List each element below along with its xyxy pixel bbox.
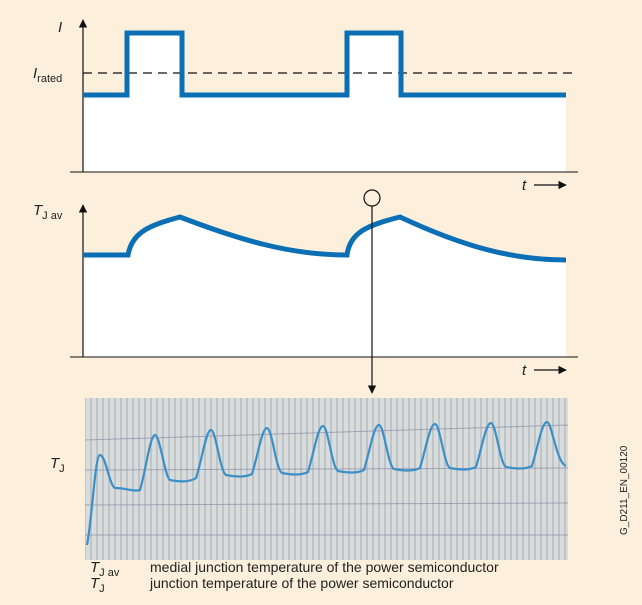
legend-symbol: TJ: [90, 575, 105, 595]
y-label: TJ: [50, 455, 65, 475]
legend-text: junction temperature of the power semico…: [149, 575, 454, 591]
legend-symbol: TJ av: [90, 559, 120, 579]
figure-id: G_D211_EN_00120: [619, 445, 630, 535]
area: [83, 217, 566, 357]
label-part: J av: [42, 210, 63, 222]
label-part: J: [99, 583, 105, 595]
label-part: J av: [99, 567, 120, 579]
label-part: I: [33, 65, 37, 82]
recording-trace: [85, 420, 567, 546]
x-label: t: [522, 362, 527, 379]
area: [83, 33, 566, 172]
y-label: TJ av: [33, 202, 63, 222]
label-part: T: [33, 202, 44, 219]
reference-label: Irated: [33, 65, 62, 85]
label-part: T: [90, 575, 101, 592]
label-part: J: [59, 463, 65, 475]
legend-text: medial junction temperature of the power…: [150, 559, 499, 575]
temperature-curve: [83, 214, 567, 263]
label-part: rated: [37, 73, 62, 85]
x-label: t: [522, 177, 527, 194]
current-curve: [83, 30, 566, 98]
recording: [85, 398, 568, 560]
y-label: I: [58, 19, 62, 36]
label-part: T: [50, 455, 61, 472]
label-part: T: [90, 559, 101, 576]
